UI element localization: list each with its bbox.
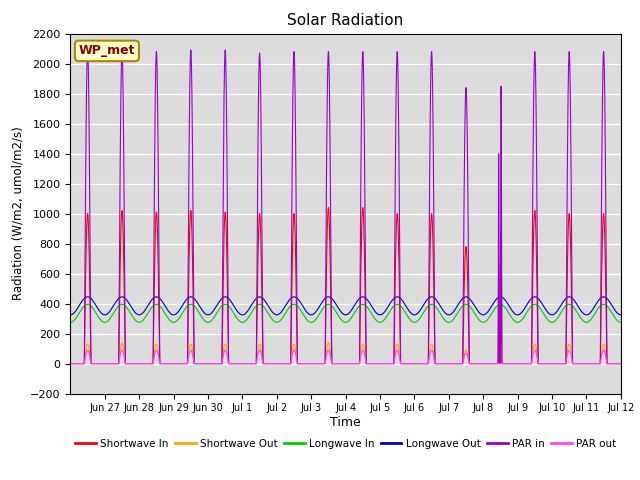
Title: Solar Radiation: Solar Radiation xyxy=(287,13,404,28)
Legend: Shortwave In, Shortwave Out, Longwave In, Longwave Out, PAR in, PAR out: Shortwave In, Shortwave Out, Longwave In… xyxy=(71,435,620,453)
X-axis label: Time: Time xyxy=(330,416,361,429)
Y-axis label: Radiation (W/m2, umol/m2/s): Radiation (W/m2, umol/m2/s) xyxy=(12,127,24,300)
Text: WP_met: WP_met xyxy=(79,44,135,58)
